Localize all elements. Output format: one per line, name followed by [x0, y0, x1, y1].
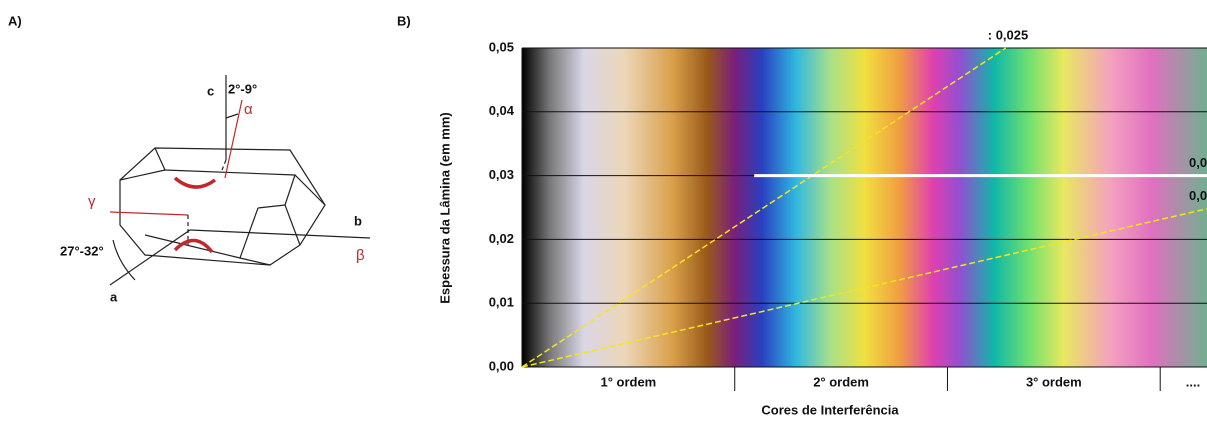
x-tick-label: 2° ordem — [813, 374, 869, 389]
line-label: 0,07 — [1189, 188, 1207, 203]
interference-colors — [522, 48, 1207, 367]
y-tick-label: 0,03 — [489, 167, 514, 182]
line-label: 0,088 — [1189, 155, 1207, 170]
panel-label: A) — [8, 13, 22, 28]
axis-label: c — [207, 83, 214, 98]
axis-label: a — [110, 289, 118, 304]
retardation-line — [521, 208, 1207, 368]
x-tick-label: 3° ordem — [1026, 374, 1082, 389]
panel-a: A) c 2°-9° α γ b β 27°-32° — [8, 13, 371, 304]
y-tick-label: 0,01 — [489, 295, 514, 310]
y-tick-label: 0,00 — [489, 358, 514, 373]
y-tick-label: 0,05 — [489, 39, 514, 54]
x-tick-label: 1° ordem — [600, 374, 656, 389]
axis-label: γ — [88, 193, 96, 210]
x-tick-label: .... — [1186, 374, 1200, 389]
crystal — [109, 75, 371, 286]
axis-label: β — [356, 247, 365, 264]
panel-label: B) — [397, 13, 411, 28]
axis-label: b — [354, 213, 362, 228]
angle-label: 27°-32° — [60, 243, 104, 258]
axis-label: α — [244, 101, 253, 118]
x-axis-label: Cores de Interferência — [761, 402, 899, 417]
line-label: : 0,025 — [988, 27, 1028, 42]
y-axis-label: Espessura da Lâmina (em mm) — [437, 112, 452, 303]
retardation-line — [521, 47, 1007, 368]
angle-label: 2°-9° — [228, 81, 257, 96]
y-tick-label: 0,02 — [489, 231, 514, 246]
optic-axes — [109, 99, 243, 254]
panel-b: B) Espessura da Lâmina (em mm) Cores de … — [397, 13, 1207, 417]
y-tick-label: 0,04 — [489, 103, 515, 118]
